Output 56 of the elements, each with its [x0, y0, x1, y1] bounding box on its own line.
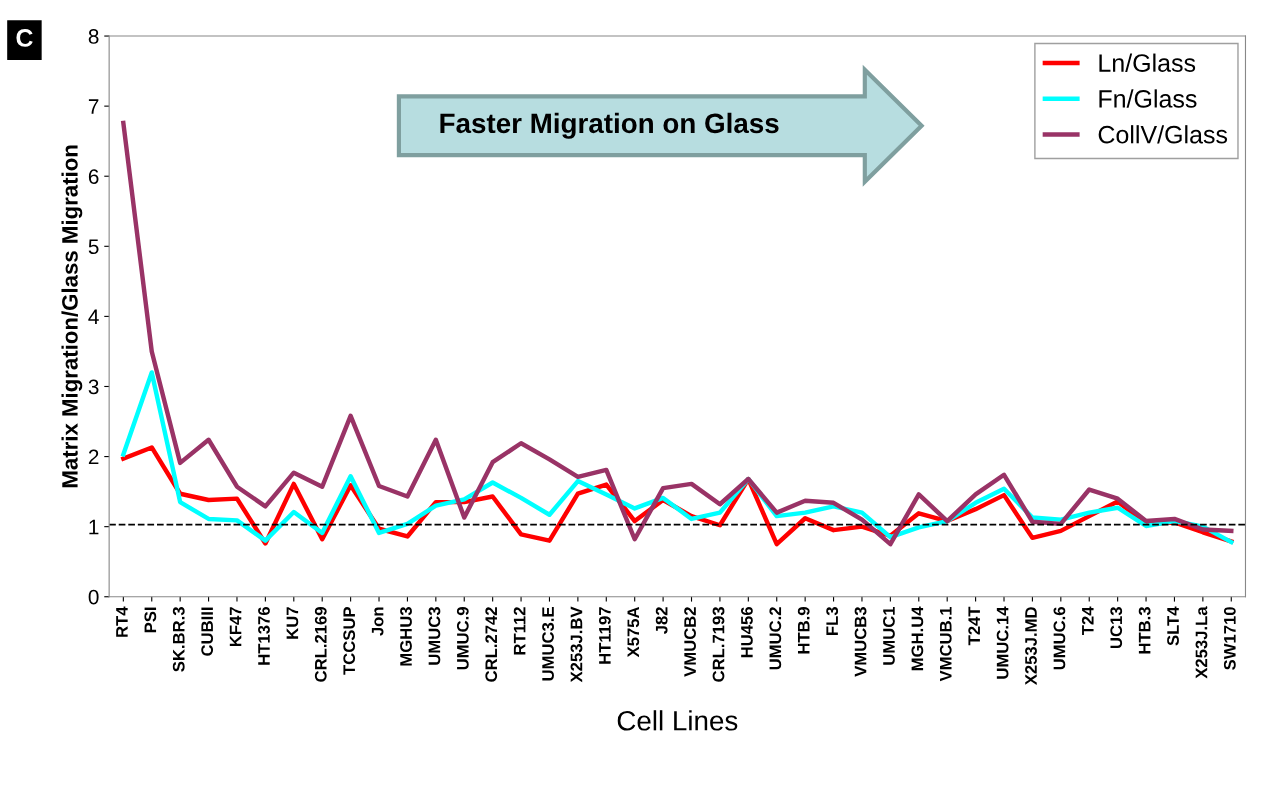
x-tick-label: MGH.U4: [911, 606, 924, 671]
legend-label: CollV/Glass: [1098, 125, 1228, 144]
x-tick-label: X253J.MD: [1025, 607, 1037, 686]
x-tick-label: X253J.La: [1195, 606, 1208, 679]
x-tick-label: UMUC.14: [996, 606, 1009, 679]
x-tick-label: CRL.2742: [485, 607, 498, 682]
y-tick-label: 7: [88, 99, 99, 114]
x-tick-label: CUBIII: [201, 607, 214, 656]
y-tick-label: 2: [88, 449, 99, 465]
x-tick-label: UMUC.6: [1053, 607, 1066, 670]
x-tick-label: Jon: [371, 607, 384, 636]
x-tick-label: TCCSUP: [343, 607, 356, 675]
x-tick-label: VMCUB.1: [939, 606, 952, 682]
x-axis-title: Cell Lines: [617, 710, 738, 731]
x-tick-label: T24T: [968, 606, 980, 646]
x-tick-label: HT1376: [258, 607, 270, 665]
y-tick-label: 8: [88, 29, 99, 44]
y-tick-label: 1: [89, 519, 99, 535]
x-tick-label: UC13: [1110, 607, 1123, 649]
x-tick-label: UMUC.2: [769, 607, 782, 670]
x-tick-label: VMUCB2: [684, 607, 696, 677]
x-tick-label: UMUC1: [883, 606, 895, 665]
x-tick-label: FL3: [826, 607, 839, 635]
legend-label: Fn/Glass: [1099, 89, 1197, 108]
y-axis-title: Matrix Migration/Glass Migration: [61, 145, 83, 488]
x-tick-label: HTB.3: [1138, 607, 1151, 654]
y-tick-label: 5: [88, 239, 99, 255]
x-tick-label: VMUCB3: [854, 607, 867, 677]
x-tick-label: J82: [655, 607, 668, 635]
y-tick-label: 6: [88, 169, 99, 184]
x-tick-label: HTB.9: [797, 607, 810, 654]
x-tick-label: CRL.7193: [712, 607, 725, 682]
legend-label: Ln/Glass: [1099, 53, 1196, 72]
x-tick-label: MGHU3: [400, 607, 412, 666]
x-tick-label: X253J.BV: [570, 606, 583, 683]
x-tick-label: RT4: [116, 606, 128, 637]
x-tick-label: PSI: [144, 607, 157, 633]
y-tick-label: 4: [88, 309, 99, 324]
x-tick-label: SW1710: [1223, 607, 1236, 670]
x-tick-label: CRL.2169: [314, 607, 327, 682]
x-tick-label: UMUC3: [428, 607, 441, 665]
x-tick-label: RT112: [513, 607, 526, 655]
x-tick-label: UMUC3.E: [542, 607, 554, 681]
x-tick-label: UMUC.9: [456, 607, 469, 670]
x-tick-label: KU7: [286, 607, 299, 639]
x-tick-label: HU456: [741, 607, 753, 658]
annotation: Faster Migration on Glass: [440, 112, 779, 139]
x-tick-label: T24: [1081, 606, 1094, 635]
x-tick-label: KF47: [229, 607, 242, 647]
x-tick-label: SK.BR.3: [172, 607, 185, 672]
x-tick-label: SLT4: [1167, 606, 1179, 646]
y-tick-label: 0: [88, 589, 99, 605]
text: C: [16, 29, 33, 47]
y-tick-label: 3: [88, 379, 99, 395]
x-tick-label: HT1197: [598, 607, 611, 664]
x-tick-label: X575A: [627, 606, 640, 658]
